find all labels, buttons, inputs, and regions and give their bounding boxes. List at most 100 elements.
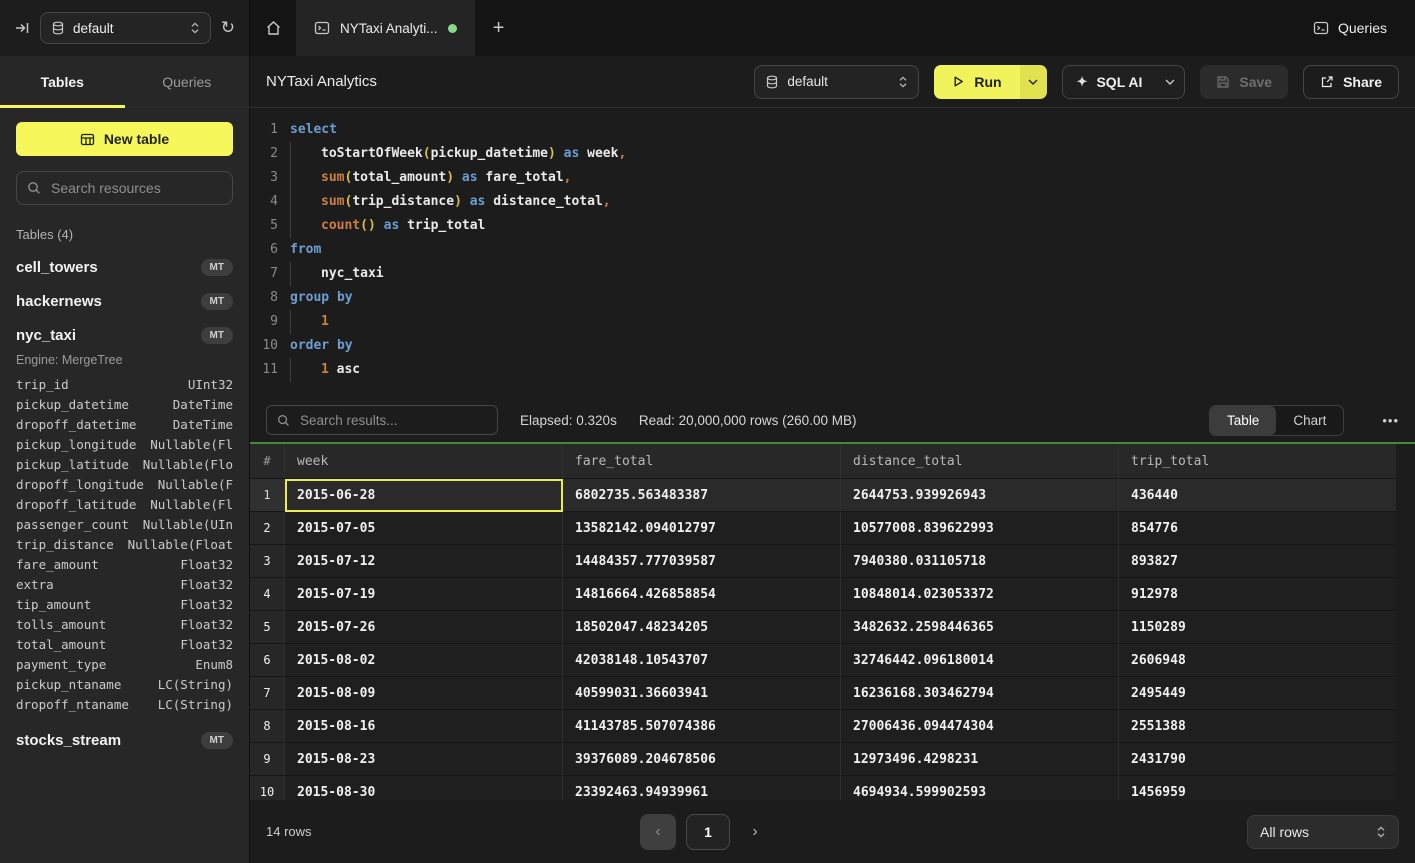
column-header[interactable]: week <box>285 444 563 479</box>
tab-queries[interactable]: Queries <box>125 56 250 107</box>
table-row: 8 2015-08-16 41143785.507074386 27006436.09… <box>250 710 1398 743</box>
table-cell[interactable]: 1150289 <box>1119 611 1396 644</box>
prev-page-button[interactable]: ‹ <box>640 813 676 850</box>
table-cell[interactable]: 39376089.204678506 <box>563 743 841 776</box>
table-cell[interactable]: 41143785.507074386 <box>563 710 841 743</box>
next-page-button[interactable]: › <box>752 822 758 840</box>
table-cell[interactable]: 2551388 <box>1119 710 1396 743</box>
table-columns-list: trip_id UInt32 pickup_datetime DateTime drop… <box>16 375 233 715</box>
column-name: tolls_amount <box>16 617 107 632</box>
tab-nytaxi-analytics[interactable]: NYTaxi Analyti... <box>296 0 475 56</box>
query-database-selector[interactable]: default <box>754 64 920 99</box>
table-cell[interactable]: 13582142.094012797 <box>563 512 841 545</box>
code-token: fare_total <box>485 170 564 185</box>
table-cell[interactable]: 3482632.2598446365 <box>841 611 1119 644</box>
table-cell[interactable]: 2644753.939926943 <box>841 479 1119 512</box>
table-cell[interactable]: 42038148.10543707 <box>563 644 841 677</box>
table-cell[interactable]: 2015-07-05 <box>285 512 563 545</box>
table-cell[interactable]: 2015-07-26 <box>285 611 563 644</box>
table-cell[interactable]: 2015-06-28 <box>285 479 563 512</box>
view-toggle-table[interactable]: Table <box>1210 405 1277 435</box>
table-column-row: dropoff_latitude Nullable(Fl <box>16 495 233 515</box>
table-cell[interactable]: 854776 <box>1119 512 1396 545</box>
sql-ai-options-button[interactable] <box>1156 66 1184 98</box>
new-tab-button[interactable]: + <box>492 16 505 39</box>
code-token <box>399 218 407 233</box>
table-cell[interactable]: 2495449 <box>1119 677 1396 710</box>
editor-line: 7 nyc_taxi <box>250 262 1415 286</box>
tables-section-label: Tables (4) <box>16 227 74 242</box>
line-number: 4 <box>270 194 278 209</box>
table-cell[interactable]: 436440 <box>1119 479 1396 512</box>
column-name: payment_type <box>16 657 107 672</box>
results-menu-button[interactable]: ••• <box>1382 412 1399 428</box>
current-page-button[interactable]: 1 <box>686 813 730 850</box>
table-cell[interactable]: 2015-08-16 <box>285 710 563 743</box>
table-cell[interactable]: 32746442.096180014 <box>841 644 1119 677</box>
table-cell[interactable]: 2015-08-09 <box>285 677 563 710</box>
table-name: hackernews <box>16 293 102 310</box>
row-count: 14 rows <box>266 824 312 839</box>
sql-editor[interactable]: 1 select 2 toStartOfWeek(pickup_datetime) a… <box>250 108 1415 398</box>
share-button[interactable]: Share <box>1303 64 1399 99</box>
elapsed-stat: Elapsed: 0.320s <box>520 412 617 428</box>
column-header[interactable]: fare_total <box>563 444 841 479</box>
tab-tables-label: Tables <box>40 73 84 90</box>
column-header[interactable]: # <box>250 444 285 479</box>
table-cell[interactable]: 893827 <box>1119 545 1396 578</box>
sidebar-table-item[interactable]: hackernews MT <box>16 293 233 310</box>
home-button[interactable] <box>250 0 296 56</box>
table-cell[interactable]: 14816664.426858854 <box>563 578 841 611</box>
table-cell[interactable]: 6802735.563483387 <box>563 479 841 512</box>
sidebar-tabs: Tables Queries <box>0 56 250 108</box>
table-cell[interactable]: 2015-08-23 <box>285 743 563 776</box>
column-header[interactable]: distance_total <box>841 444 1119 479</box>
line-code: group by <box>278 286 353 310</box>
table-cell[interactable]: 2431790 <box>1119 743 1396 776</box>
table-cell[interactable]: 14484357.777039587 <box>563 545 841 578</box>
sql-ai-button[interactable]: ✦ SQL AI <box>1063 74 1157 90</box>
table-cell[interactable]: 2015-08-02 <box>285 644 563 677</box>
table-cell[interactable]: 27006436.094474304 <box>841 710 1119 743</box>
table-cell[interactable]: 1456959 <box>1119 776 1396 800</box>
collapse-sidebar-icon[interactable] <box>14 20 30 36</box>
column-name: pickup_longitude <box>16 437 137 452</box>
table-cell[interactable]: 2606948 <box>1119 644 1396 677</box>
table-cell[interactable]: 10577008.839622993 <box>841 512 1119 545</box>
resource-search-input[interactable] <box>49 179 234 197</box>
database-selector[interactable]: default <box>40 12 211 44</box>
column-header[interactable]: trip_total <box>1119 444 1396 479</box>
run-button[interactable]: Run <box>934 64 1020 99</box>
table-cell[interactable]: 40599031.36603941 <box>563 677 841 710</box>
tab-tables[interactable]: Tables <box>0 56 125 108</box>
indent-guide <box>290 310 321 334</box>
results-search-input[interactable] <box>298 411 487 429</box>
row-number: 3 <box>250 545 285 578</box>
line-number: 11 <box>262 362 278 377</box>
table-cell[interactable]: 4694934.599902593 <box>841 776 1119 800</box>
refresh-icon[interactable]: ↻ <box>220 18 235 37</box>
run-options-button[interactable] <box>1019 64 1047 99</box>
table-cell[interactable]: 912978 <box>1119 578 1396 611</box>
view-toggle-chart[interactable]: Chart <box>1293 412 1327 428</box>
new-table-button[interactable]: New table <box>16 122 233 156</box>
table-row: 2 2015-07-05 13582142.094012797 10577008.83… <box>250 512 1398 545</box>
table-cell[interactable]: 10848014.023053372 <box>841 578 1119 611</box>
sidebar-table-item[interactable]: stocks_stream MT <box>16 732 233 749</box>
table-cell[interactable]: 2015-07-19 <box>285 578 563 611</box>
table-cell[interactable]: 16236168.303462794 <box>841 677 1119 710</box>
sidebar-table-item[interactable]: cell_towers MT <box>16 259 233 276</box>
queries-shortcut[interactable]: Queries <box>1313 0 1415 56</box>
table-cell[interactable]: 7940380.031105718 <box>841 545 1119 578</box>
table-cell[interactable]: 2015-08-30 <box>285 776 563 800</box>
table-cell[interactable]: 18502047.48234205 <box>563 611 841 644</box>
save-button[interactable]: Save <box>1200 64 1289 99</box>
sidebar-table-item[interactable]: nyc_taxi MT <box>16 327 233 344</box>
code-token: sum <box>321 170 345 185</box>
page-size-selector[interactable]: All rows <box>1247 814 1399 849</box>
table-cell[interactable]: 23392463.94939961 <box>563 776 841 800</box>
row-number: 2 <box>250 512 285 545</box>
table-cell[interactable]: 12973496.4298231 <box>841 743 1119 776</box>
column-name: trip_id <box>16 377 69 392</box>
table-cell[interactable]: 2015-07-12 <box>285 545 563 578</box>
